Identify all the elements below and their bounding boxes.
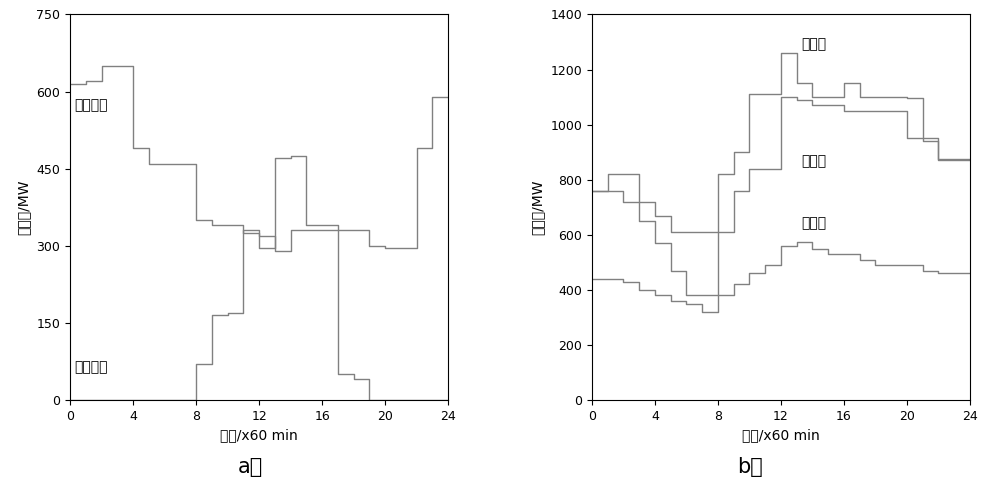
Text: b）: b）	[737, 457, 763, 477]
Y-axis label: 负荷值/MW: 负荷值/MW	[17, 179, 31, 235]
Text: 风电出力: 风电出力	[75, 98, 108, 112]
Text: 电负荷: 电负荷	[801, 38, 827, 52]
Text: 光伏出力: 光伏出力	[75, 361, 108, 375]
Text: 冷负荷: 冷负荷	[801, 217, 827, 231]
Text: a）: a）	[237, 457, 263, 477]
Y-axis label: 负荷值/MW: 负荷值/MW	[531, 179, 545, 235]
X-axis label: 时间/x60 min: 时间/x60 min	[742, 428, 820, 442]
X-axis label: 时间/x60 min: 时间/x60 min	[220, 428, 298, 442]
Text: 热负荷: 热负荷	[801, 155, 827, 169]
